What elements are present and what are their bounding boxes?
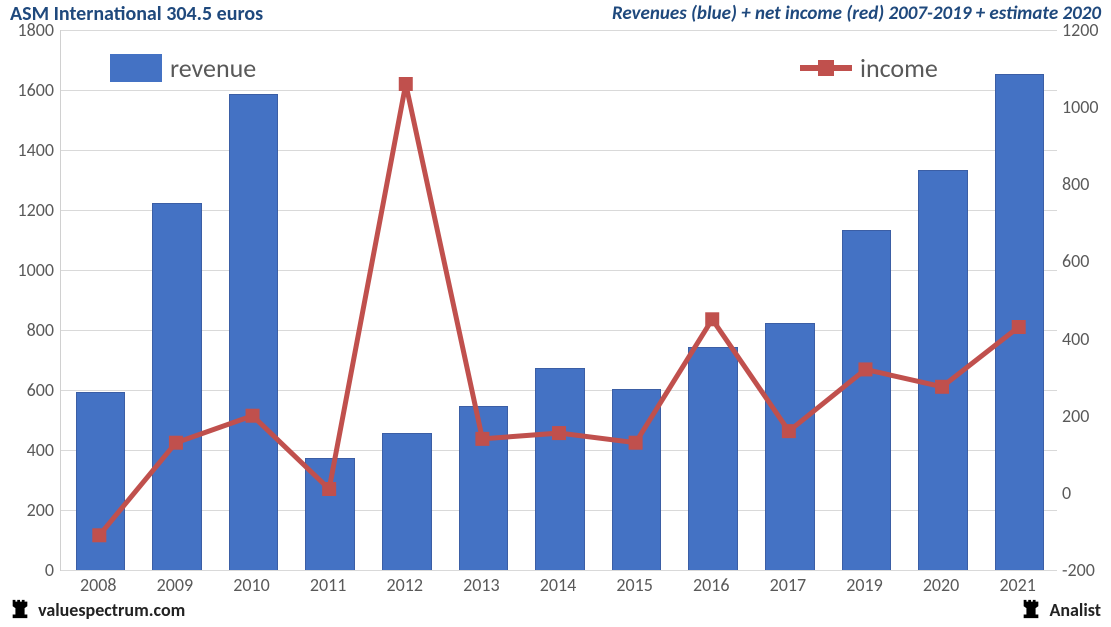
gridline (61, 30, 1057, 31)
revenue-bar (842, 230, 892, 570)
x-tick: 2017 (770, 574, 807, 596)
title-right: Revenues (blue) + net income (red) 2007-… (612, 2, 1101, 25)
y-left-tick: 400 (4, 439, 54, 461)
y-right-tick: -200 (1062, 559, 1111, 581)
y-left-tick: 1000 (4, 259, 54, 281)
chart-container: ASM International 304.5 euros Revenues (… (0, 0, 1111, 627)
y-left-tick: 1200 (4, 199, 54, 221)
x-tick: 2009 (157, 574, 194, 596)
revenue-bar (152, 203, 202, 570)
x-tick: 2019 (846, 574, 883, 596)
y-right-tick: 1200 (1062, 19, 1111, 41)
x-tick: 2014 (540, 574, 577, 596)
legend-income: income (800, 52, 938, 84)
x-tick: 2012 (387, 574, 424, 596)
revenue-bar (765, 323, 815, 570)
revenue-bar (305, 458, 355, 570)
y-left-tick: 1800 (4, 19, 54, 41)
revenue-bar (459, 406, 509, 571)
y-left-tick: 600 (4, 379, 54, 401)
chart-header: ASM International 304.5 euros Revenues (… (10, 2, 1101, 28)
footer-left: valuespectrum.com (10, 598, 185, 625)
y-right-tick: 400 (1062, 328, 1111, 350)
income-marker (399, 77, 413, 91)
footer-right-text: Analist (1049, 599, 1101, 621)
legend-revenue-label: revenue (170, 52, 256, 84)
gridline (61, 570, 1057, 571)
plot-area (60, 30, 1057, 571)
legend-income-label: income (860, 52, 938, 84)
y-right-tick: 1000 (1062, 96, 1111, 118)
x-tick: 2011 (310, 574, 347, 596)
legend-swatch-revenue (110, 54, 162, 82)
y-right-tick: 800 (1062, 173, 1111, 195)
footer-right: Analist (1021, 598, 1101, 625)
y-left-tick: 1600 (4, 79, 54, 101)
x-tick: 2020 (923, 574, 960, 596)
y-right-tick: 0 (1062, 482, 1111, 504)
y-left-tick: 800 (4, 319, 54, 341)
x-tick: 2021 (999, 574, 1036, 596)
y-left-tick: 0 (4, 559, 54, 581)
y-left-tick: 1400 (4, 139, 54, 161)
x-tick: 2013 (463, 574, 500, 596)
gridline (61, 210, 1057, 211)
revenue-bar (612, 389, 662, 570)
rook-icon (10, 598, 30, 625)
revenue-bar (995, 74, 1045, 570)
revenue-bar (535, 368, 585, 570)
y-left-tick: 200 (4, 499, 54, 521)
revenue-bar (382, 433, 432, 571)
x-tick: 2010 (233, 574, 270, 596)
income-marker (705, 312, 719, 326)
x-tick: 2016 (693, 574, 730, 596)
gridline (61, 330, 1057, 331)
gridline (61, 90, 1057, 91)
gridline (61, 150, 1057, 151)
revenue-bar (229, 94, 279, 571)
revenue-bar (76, 392, 126, 570)
x-tick: 2015 (616, 574, 653, 596)
footer: valuespectrum.com Analist (10, 598, 1101, 625)
revenue-bar (688, 347, 738, 570)
footer-left-text: valuespectrum.com (38, 599, 185, 621)
x-tick: 2008 (80, 574, 117, 596)
legend-swatch-income (800, 54, 852, 82)
y-right-tick: 200 (1062, 405, 1111, 427)
gridline (61, 270, 1057, 271)
revenue-bar (918, 170, 968, 570)
y-right-tick: 600 (1062, 250, 1111, 272)
legend-revenue: revenue (110, 52, 256, 84)
rook-icon (1021, 598, 1041, 625)
